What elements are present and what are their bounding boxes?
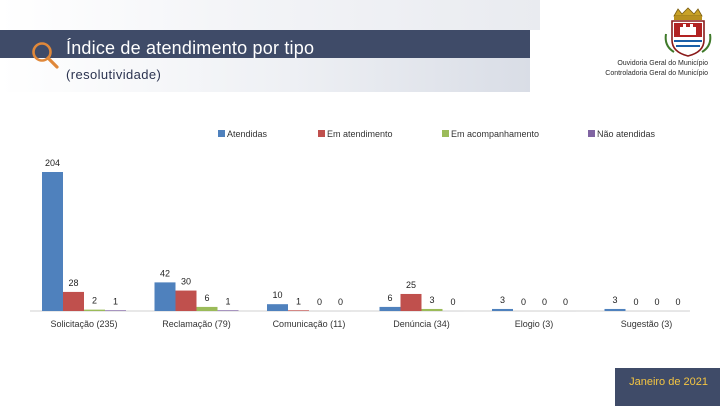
legend-swatch-1 <box>218 130 225 137</box>
data-label-1-3: 2 <box>92 296 97 306</box>
bar-5-1 <box>492 308 513 311</box>
data-label-3-3: 0 <box>317 297 322 307</box>
bar-4-3 <box>421 308 443 311</box>
bar-1-4 <box>105 310 126 311</box>
bar-1-3 <box>84 309 105 311</box>
data-label-5-4: 0 <box>563 297 568 307</box>
bar-2-3 <box>196 306 218 311</box>
data-label-4-4: 0 <box>450 297 455 307</box>
coat-of-arms-icon <box>664 7 712 57</box>
header-bar <box>0 30 530 58</box>
footer-date: Janeiro de 2021 <box>629 376 708 388</box>
data-label-6-3: 0 <box>654 297 659 307</box>
data-label-1-1: 204 <box>45 158 60 168</box>
data-label-2-1: 42 <box>160 268 170 278</box>
data-label-5-3: 0 <box>542 297 547 307</box>
bar-4-2 <box>400 293 422 311</box>
footer-box: Janeiro de 2021 <box>615 368 720 406</box>
data-label-5-1: 3 <box>500 295 505 305</box>
legend-label-4: Não atendidas <box>597 129 656 139</box>
category-label-2: Reclamação (79) <box>162 319 231 329</box>
data-label-4-3: 3 <box>429 295 434 305</box>
data-label-3-4: 0 <box>338 297 343 307</box>
data-label-5-2: 0 <box>521 297 526 307</box>
organization-block: Ouvidoria Geral do Município Controlador… <box>605 59 708 79</box>
category-label-6: Sugestão (3) <box>621 319 673 329</box>
category-label-4: Denúncia (34) <box>393 319 450 329</box>
data-label-2-3: 6 <box>204 293 209 303</box>
bar-1-2 <box>63 291 84 311</box>
organization-line-2: Controladoria Geral do Município <box>605 70 708 77</box>
data-label-6-2: 0 <box>633 297 638 307</box>
data-label-4-1: 6 <box>387 293 392 303</box>
legend-swatch-4 <box>588 130 595 137</box>
data-label-2-4: 1 <box>225 296 230 306</box>
bar-2-1 <box>154 282 176 311</box>
header-subtitle-band <box>0 58 530 92</box>
data-label-6-1: 3 <box>612 295 617 305</box>
legend-label-2: Em atendimento <box>327 129 393 139</box>
data-label-1-2: 28 <box>68 278 78 288</box>
legend-swatch-2 <box>318 130 325 137</box>
legend-label-3: Em acompanhamento <box>451 129 539 139</box>
legend-label-1: Atendidas <box>227 129 268 139</box>
header-top-band <box>0 0 540 30</box>
search-icon <box>32 42 59 69</box>
bar-2-2 <box>175 290 197 311</box>
data-label-6-4: 0 <box>675 297 680 307</box>
bar-4-1 <box>379 306 401 311</box>
data-label-3-1: 10 <box>272 290 282 300</box>
organization-line-1: Ouvidoria Geral do Município <box>617 60 708 67</box>
data-label-1-4: 1 <box>113 296 118 306</box>
page-subtitle: (resolutividade) <box>66 67 162 82</box>
bar-3-1 <box>267 304 288 311</box>
category-label-5: Elogio (3) <box>515 319 554 329</box>
bar-3-2 <box>288 310 309 311</box>
data-label-4-2: 25 <box>406 280 416 290</box>
page-title: Índice de atendimento por tipo <box>66 38 315 58</box>
bar-2-4 <box>217 310 239 311</box>
category-label-3: Comunicação (11) <box>273 319 346 329</box>
data-label-2-2: 30 <box>181 277 191 287</box>
category-label-1: Solicitação (235) <box>50 319 117 329</box>
bar-1-1 <box>42 172 63 311</box>
legend-swatch-3 <box>442 130 449 137</box>
bar-6-1 <box>604 308 626 311</box>
data-label-3-2: 1 <box>296 296 301 306</box>
